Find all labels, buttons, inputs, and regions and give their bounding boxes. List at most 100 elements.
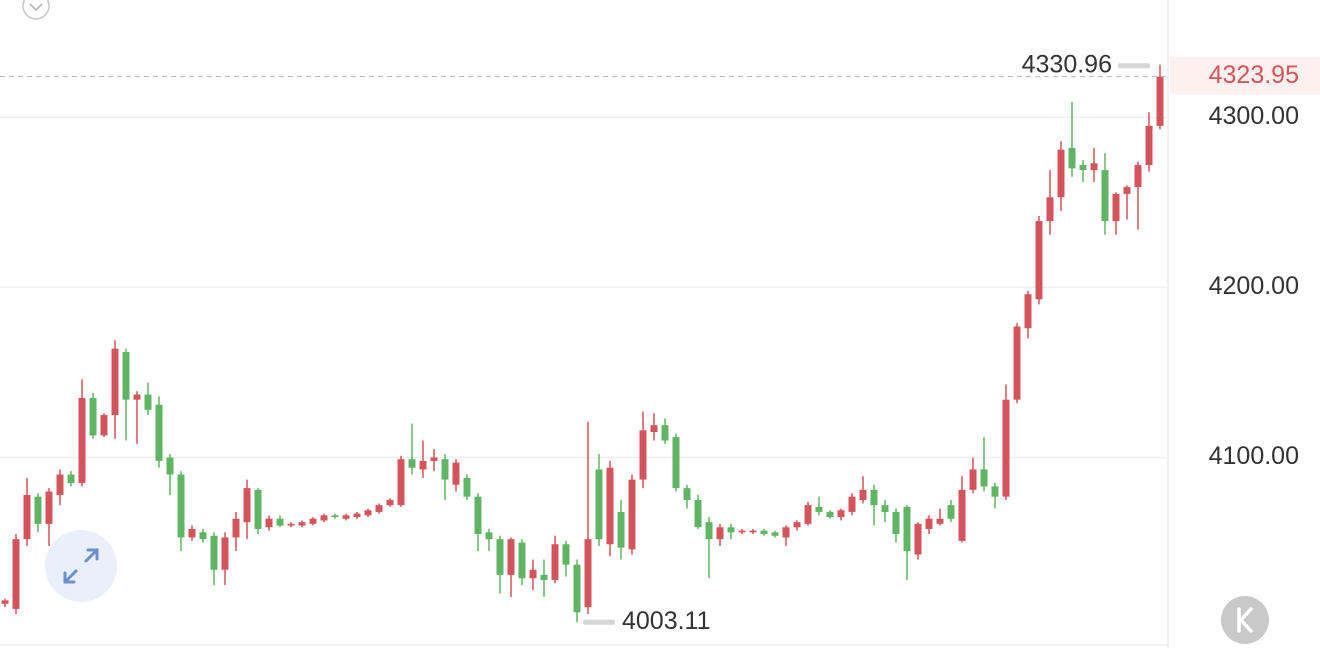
y-tick-label: 4300.00 [1209,102,1299,130]
candle-body [1101,170,1109,222]
min-label: 4003.11 [622,607,711,635]
candle-body [595,469,603,540]
candle-body [859,489,867,501]
candle-body [276,518,284,526]
candle-body [837,510,845,518]
candle-body [914,523,922,555]
candle-body [210,535,218,570]
candle-body [507,539,515,575]
candle-body [309,518,317,524]
candle-body [716,527,724,540]
candle-body [672,437,680,489]
candle-body [958,489,966,541]
candle-body [353,513,361,518]
candle-body [1068,147,1076,169]
candle-body [474,496,482,535]
candle-body [386,500,394,506]
k-circle [1221,596,1269,644]
candle-body [232,518,240,538]
candle-body [551,544,559,580]
candle-body [1079,164,1087,171]
candle-body [1134,164,1142,188]
candle-body [617,511,625,548]
candle-body [815,506,823,512]
candle-body [826,511,834,518]
candle-body [67,474,75,484]
max-marker [1118,63,1150,69]
candle-body [375,505,383,512]
candle-body [45,491,53,524]
expand-button[interactable] [45,530,117,602]
candle-body [925,518,933,529]
candle-body [518,542,526,579]
candle-body [78,397,86,484]
candle-body [991,486,999,497]
candle-body [1112,193,1120,222]
candle-body [485,532,493,540]
k-button[interactable] [1221,596,1269,644]
candle-body [166,457,174,475]
candle-body [397,459,405,506]
candle-body [848,496,856,512]
collapse-circle [22,0,50,20]
candle-body [738,530,746,533]
candle-body [936,518,944,524]
candle-body [122,352,130,400]
candle-body [188,528,196,538]
candle-body [980,469,988,487]
y-tick-label: 4100.00 [1209,442,1299,470]
candle-body [111,348,119,415]
candle-body [342,515,350,519]
candle-body [1156,76,1164,126]
candle-body [771,532,779,536]
candle-body [892,511,900,535]
candle-body [1024,294,1032,329]
candle-body [287,523,295,526]
candle-body [254,489,262,529]
candle-body [694,500,702,528]
candle-body [1057,149,1065,198]
expand-icon [63,548,99,584]
candle-body [177,474,185,538]
candle-body [56,474,64,495]
candle-body [804,505,812,524]
candle-body [1123,187,1131,194]
candle-body [1046,197,1054,222]
candle-body [1035,221,1043,300]
candle-body [705,522,713,540]
candle-body [243,488,251,523]
candle-body [1145,125,1153,165]
candle-body [144,394,152,410]
candle-body [529,569,537,579]
y-tick-label: 4200.00 [1209,272,1299,300]
candle-body [661,425,669,441]
candle-body [793,522,801,528]
chevron-icon [29,3,43,12]
candle-body [320,515,328,521]
candle-body [969,469,977,490]
candle-body [463,477,471,497]
candle-body [606,467,614,545]
candle-body [870,489,878,506]
max-label: 4330.96 [1022,50,1112,78]
collapse-button[interactable] [22,0,50,20]
candle-body [540,574,548,580]
candle-body [408,459,416,468]
candle-body [683,488,691,501]
candle-body [452,462,460,485]
candle-body [23,494,31,540]
expand-circle [45,530,117,602]
candle-body [727,527,735,533]
candle-body [221,537,229,570]
candle-body [265,518,273,528]
candle-body [441,459,449,480]
candle-body [1002,399,1010,497]
candle-body [331,515,339,518]
candle-body [1090,163,1098,171]
candle-body [199,532,207,540]
candle-body [639,430,647,480]
candle-body [419,460,427,470]
candle-body [155,404,163,461]
